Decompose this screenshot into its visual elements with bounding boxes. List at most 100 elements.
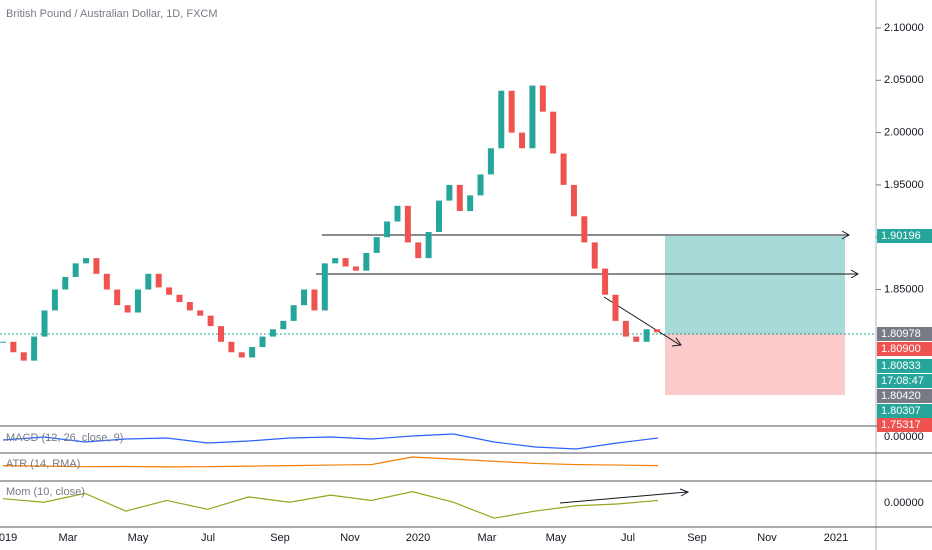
time-label: 2020 — [406, 532, 430, 544]
time-label: May — [546, 532, 567, 544]
candle — [477, 174, 484, 196]
candle — [134, 289, 141, 313]
time-label: Sep — [270, 532, 290, 544]
candle — [373, 237, 380, 253]
price-tag — [877, 374, 932, 388]
candle — [363, 252, 370, 271]
candle — [467, 195, 474, 212]
candle — [508, 90, 515, 133]
indicator-name: ATR (14, RMA) — [6, 458, 80, 470]
indicator-line — [2, 456, 659, 468]
candle — [425, 231, 432, 259]
candle — [550, 111, 557, 154]
price-tag-label: 17:08:47 — [881, 375, 924, 387]
candle — [591, 242, 598, 269]
candle — [166, 287, 173, 295]
candle — [529, 85, 536, 149]
candle — [0, 341, 6, 343]
candle — [124, 305, 131, 313]
candle — [301, 289, 308, 306]
time-label: Sep — [687, 532, 707, 544]
indicator-name: MACD (12, 26, close, 9) — [6, 432, 123, 444]
price-tag — [877, 327, 932, 341]
candle — [436, 200, 442, 232]
time-label: 2021 — [824, 532, 848, 544]
price-tag-label: 1.80900 — [881, 343, 921, 355]
candle — [311, 289, 318, 311]
candle — [31, 336, 38, 361]
candle — [41, 310, 48, 337]
candle — [633, 336, 640, 342]
candle — [321, 263, 328, 311]
indicator-line — [2, 490, 659, 519]
price-tag — [877, 229, 932, 243]
candle — [404, 205, 411, 243]
candle — [622, 320, 629, 337]
candle — [352, 266, 359, 271]
time-label: Jul — [621, 532, 635, 544]
price-tag-label: 1.80833 — [881, 360, 921, 372]
candle — [415, 242, 422, 259]
time-label: 2019 — [0, 532, 17, 544]
candle — [218, 326, 224, 342]
candle — [155, 273, 162, 288]
candle — [384, 221, 391, 238]
candle — [487, 148, 494, 175]
indicator-name: Mom (10, close) — [6, 486, 85, 498]
price-label: 2.00000 — [884, 127, 924, 139]
candle — [93, 258, 100, 274]
candle — [269, 329, 276, 337]
time-label: Mar — [59, 532, 78, 544]
stop-zone[interactable] — [665, 334, 845, 395]
candle — [20, 352, 27, 361]
chart-title: British Pound / Australian Dollar, 1D, F… — [6, 8, 218, 20]
candle — [612, 294, 619, 321]
candle — [539, 85, 546, 112]
candle — [186, 302, 193, 311]
price-tag — [877, 359, 932, 373]
candle — [103, 273, 110, 290]
candle — [249, 347, 256, 358]
candle — [145, 273, 152, 290]
price-tag-label: 1.90196 — [881, 230, 921, 242]
candle — [643, 329, 650, 342]
candle — [259, 336, 266, 348]
price-tag — [877, 418, 932, 432]
candle — [519, 132, 526, 149]
time-label: Nov — [757, 532, 777, 544]
price-tag — [877, 389, 932, 403]
price-tag — [877, 342, 932, 356]
price-tag-label: 1.75317 — [881, 419, 921, 431]
price-label: 2.05000 — [884, 74, 924, 86]
time-label: May — [128, 532, 149, 544]
price-tag-label: 1.80420 — [881, 390, 921, 402]
candle — [394, 205, 401, 222]
candle — [654, 329, 660, 333]
candle — [197, 310, 204, 316]
indicator-line — [2, 433, 659, 450]
candle — [602, 268, 609, 295]
indicator-axis-label: 0.00000 — [884, 497, 924, 509]
trend-line[interactable] — [316, 269, 860, 279]
candle — [176, 294, 183, 303]
price-label: 2.10000 — [884, 22, 924, 34]
candle — [10, 341, 17, 353]
price-tag — [877, 404, 932, 418]
price-label: 1.85000 — [884, 283, 924, 295]
trend-line[interactable] — [559, 488, 690, 504]
candle — [280, 320, 287, 330]
candle — [332, 258, 339, 264]
time-label: Jul — [201, 532, 215, 544]
price-tag-label: 1.80307 — [881, 405, 921, 417]
candle — [207, 315, 214, 327]
candle — [570, 184, 577, 217]
target-zone[interactable] — [665, 236, 845, 334]
candle — [290, 305, 297, 321]
candle — [72, 263, 79, 277]
time-label: Nov — [340, 532, 360, 544]
price-label: 1.95000 — [884, 179, 924, 191]
candle — [51, 289, 58, 311]
indicator-axis-label: 0.00000 — [884, 431, 924, 443]
